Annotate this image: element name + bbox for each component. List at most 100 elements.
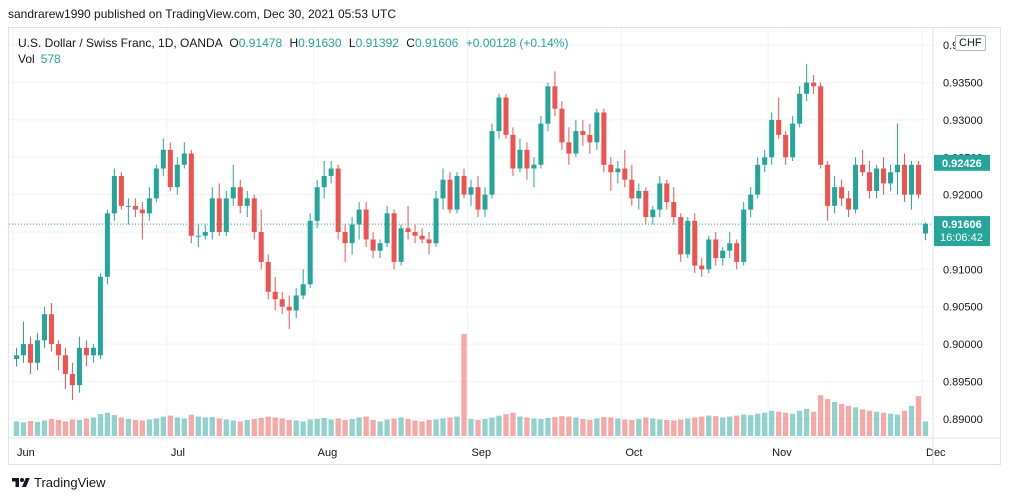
candle-body[interactable] <box>762 157 768 165</box>
candle-body[interactable] <box>97 276 103 356</box>
candle-body[interactable] <box>209 198 215 232</box>
candle-body[interactable] <box>307 220 313 285</box>
candle-body[interactable] <box>804 82 810 94</box>
candle-body[interactable] <box>244 198 250 206</box>
candlestick-chart[interactable]: 0.940000.935000.930000.925000.920000.915… <box>9 28 1000 464</box>
candle-body[interactable] <box>216 198 222 232</box>
candle-body[interactable] <box>356 209 362 225</box>
candle-body[interactable] <box>622 168 628 180</box>
candle-body[interactable] <box>153 168 159 199</box>
candle-body[interactable] <box>342 232 348 244</box>
candle-body[interactable] <box>573 131 579 154</box>
candle-body[interactable] <box>853 164 859 210</box>
candle-body[interactable] <box>699 265 705 270</box>
candle-body[interactable] <box>146 198 152 214</box>
candle-body[interactable] <box>671 202 677 218</box>
candle-body[interactable] <box>741 209 747 262</box>
candle-body[interactable] <box>118 175 124 206</box>
candle-body[interactable] <box>251 198 257 232</box>
candle-body[interactable] <box>370 239 376 251</box>
candle-body[interactable] <box>755 164 761 195</box>
candle-body[interactable] <box>643 190 649 218</box>
candle-body[interactable] <box>832 187 838 206</box>
candle-body[interactable] <box>839 187 845 199</box>
candle-body[interactable] <box>664 183 670 203</box>
candle-body[interactable] <box>48 314 54 345</box>
candle-body[interactable] <box>13 355 20 360</box>
candle-body[interactable] <box>727 243 733 251</box>
currency-badge[interactable]: CHF <box>955 35 986 51</box>
candle-body[interactable] <box>566 142 572 154</box>
candle-body[interactable] <box>265 261 271 292</box>
candle-body[interactable] <box>279 299 285 307</box>
candle-body[interactable] <box>601 112 607 165</box>
candle-body[interactable] <box>825 164 831 206</box>
candle-body[interactable] <box>454 175 460 210</box>
candle-body[interactable] <box>720 250 726 259</box>
candle-body[interactable] <box>300 284 306 296</box>
candle-body[interactable] <box>433 198 439 244</box>
candle-body[interactable] <box>41 314 47 341</box>
symbol-title[interactable]: U.S. Dollar / Swiss Franc, 1D, OANDA <box>18 36 223 50</box>
candle-body[interactable] <box>293 295 299 311</box>
candle-body[interactable] <box>349 224 355 244</box>
candle-body[interactable] <box>531 164 537 169</box>
candle-body[interactable] <box>377 243 383 251</box>
candle-body[interactable] <box>580 131 586 135</box>
candle-body[interactable] <box>447 179 453 210</box>
candle-body[interactable] <box>776 119 782 135</box>
candle-body[interactable] <box>489 131 495 195</box>
candle-body[interactable] <box>692 220 698 266</box>
candle-body[interactable] <box>783 134 789 158</box>
candle-body[interactable] <box>881 168 887 184</box>
candle-body[interactable] <box>405 228 411 232</box>
candle-body[interactable] <box>636 190 642 199</box>
candle-body[interactable] <box>594 112 600 143</box>
candle-body[interactable] <box>797 93 803 124</box>
candle-body[interactable] <box>62 355 68 374</box>
candle-body[interactable] <box>314 187 320 221</box>
candle-body[interactable] <box>335 168 341 232</box>
candle-body[interactable] <box>27 344 33 363</box>
candle-body[interactable] <box>20 344 27 356</box>
candle-body[interactable] <box>286 306 292 311</box>
candle-body[interactable] <box>188 153 194 236</box>
candle-body[interactable] <box>678 217 684 255</box>
candle-body[interactable] <box>559 108 565 143</box>
candle-body[interactable] <box>55 344 61 356</box>
candle-body[interactable] <box>76 347 82 386</box>
candle-body[interactable] <box>713 239 719 259</box>
candle-body[interactable] <box>874 168 880 191</box>
candle-body[interactable] <box>391 213 397 262</box>
candle-body[interactable] <box>524 149 530 169</box>
candle-body[interactable] <box>132 205 138 210</box>
candle-body[interactable] <box>811 82 817 87</box>
candle-body[interactable] <box>139 209 145 214</box>
candle-body[interactable] <box>237 187 243 206</box>
candle-body[interactable] <box>111 175 117 214</box>
candle-body[interactable] <box>321 175 327 188</box>
candle-body[interactable] <box>503 97 509 135</box>
candle-body[interactable] <box>615 168 621 173</box>
candle-body[interactable] <box>398 228 404 262</box>
candle-body[interactable] <box>860 164 866 173</box>
candle-body[interactable] <box>83 347 89 356</box>
candle-body[interactable] <box>888 172 894 184</box>
candle-body[interactable] <box>587 134 593 143</box>
candle-body[interactable] <box>69 373 75 386</box>
candle-body[interactable] <box>650 209 656 218</box>
candle-body[interactable] <box>125 205 131 207</box>
candle-body[interactable] <box>482 194 488 210</box>
candle-body[interactable] <box>90 347 96 356</box>
candle-body[interactable] <box>412 232 418 236</box>
candle-body[interactable] <box>895 164 901 173</box>
candle-body[interactable] <box>538 123 544 165</box>
candle-body[interactable] <box>475 187 481 210</box>
candle-body[interactable] <box>706 239 712 270</box>
candle-body[interactable] <box>748 194 754 210</box>
candle-body[interactable] <box>657 183 663 210</box>
candle-body[interactable] <box>685 220 691 255</box>
candle-body[interactable] <box>181 153 187 165</box>
candle-body[interactable] <box>384 213 390 244</box>
candle-body[interactable] <box>846 198 852 210</box>
